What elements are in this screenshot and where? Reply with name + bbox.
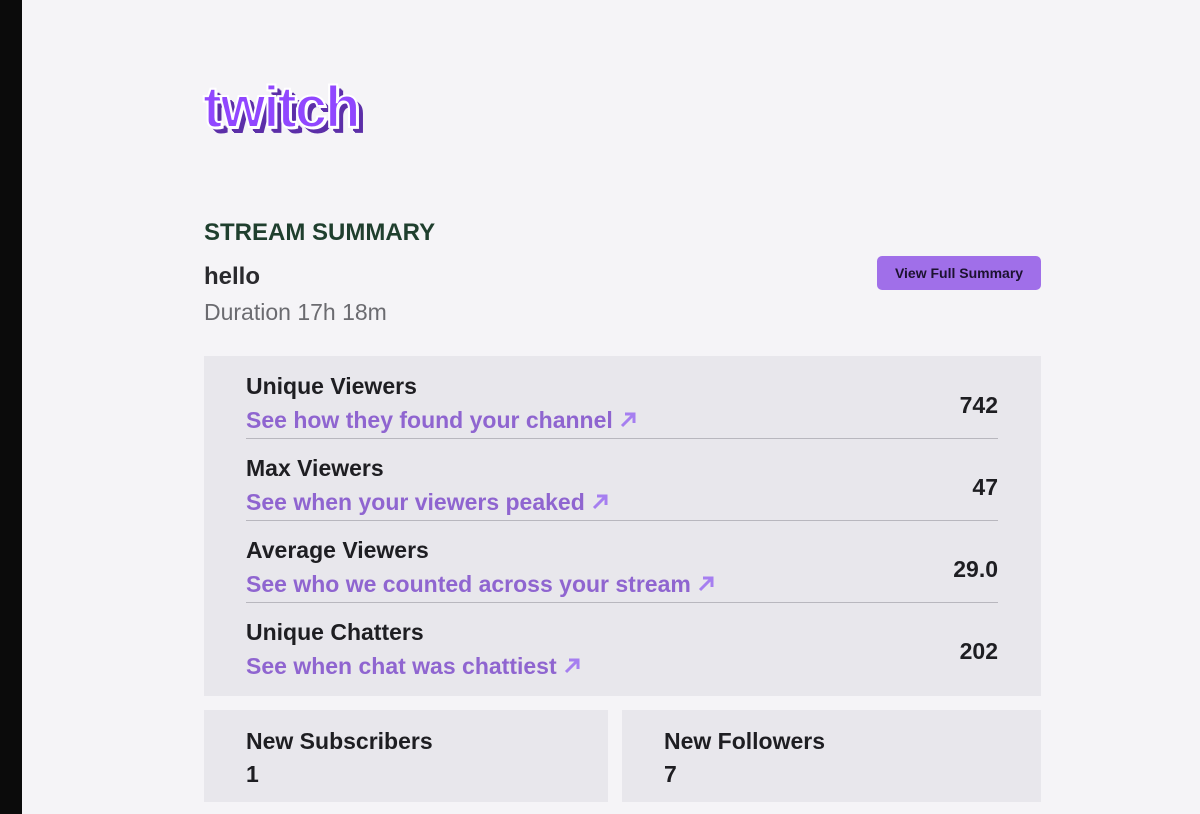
card-value: 7 bbox=[664, 761, 677, 787]
stat-row: Unique Viewers See how they found your ch… bbox=[246, 356, 998, 439]
stat-link-text[interactable]: See when chat was chattiest bbox=[246, 653, 557, 679]
view-summary-button[interactable]: View Full Summary bbox=[877, 256, 1041, 290]
stat-link[interactable]: See when chat was chattiest bbox=[246, 653, 581, 680]
card-label: New Subscribers bbox=[246, 728, 433, 754]
sidebar bbox=[0, 0, 22, 814]
section-title: STREAM SUMMARY bbox=[204, 219, 436, 246]
stat-label: Unique Chatters bbox=[246, 619, 424, 645]
stat-label: Max Viewers bbox=[246, 455, 384, 481]
card-value: 1 bbox=[246, 761, 259, 787]
stat-row: Unique Chatters See when chat was chattie… bbox=[246, 602, 998, 684]
arrow bbox=[564, 658, 580, 674]
stat-link-text[interactable]: See who we counted across your stream bbox=[246, 571, 691, 597]
card-label: New Followers bbox=[664, 728, 826, 754]
arrow-icon bbox=[698, 576, 714, 592]
card: New Followers 7 bbox=[622, 710, 1041, 802]
stat-link[interactable]: See how they found your channel bbox=[246, 407, 637, 434]
stats-panel: Unique Viewers See how they found your ch… bbox=[204, 356, 1041, 696]
stat-link-text[interactable]: See how they found your channel bbox=[246, 407, 613, 433]
stat-row: Max Viewers See when your viewers peaked 4… bbox=[246, 438, 998, 521]
stat-value: 29.0 bbox=[953, 556, 998, 582]
stat-row: Average Viewers See who we counted across… bbox=[246, 520, 998, 603]
duration: Duration 17h 18m bbox=[204, 299, 387, 325]
stream-name: hello bbox=[204, 263, 261, 290]
stat-value: 202 bbox=[959, 638, 998, 664]
card: New Subscribers 1 bbox=[204, 710, 608, 802]
stat-value: 47 bbox=[972, 474, 998, 500]
stat-link-text[interactable]: See when your viewers peaked bbox=[246, 489, 585, 515]
stat-link[interactable]: See who we counted across your stream bbox=[246, 571, 715, 598]
stat-label: Average Viewers bbox=[246, 537, 429, 563]
arrow bbox=[698, 576, 714, 592]
arrow-icon bbox=[592, 494, 608, 510]
logo: twitch bbox=[202, 74, 362, 141]
arrow bbox=[620, 412, 636, 428]
stat-value: 742 bbox=[959, 392, 998, 418]
stat-label: Unique Viewers bbox=[246, 373, 417, 399]
arrow-icon bbox=[620, 412, 636, 428]
stat-link[interactable]: See when your viewers peaked bbox=[246, 489, 609, 516]
arrow bbox=[592, 494, 608, 510]
arrow-icon bbox=[564, 658, 580, 674]
